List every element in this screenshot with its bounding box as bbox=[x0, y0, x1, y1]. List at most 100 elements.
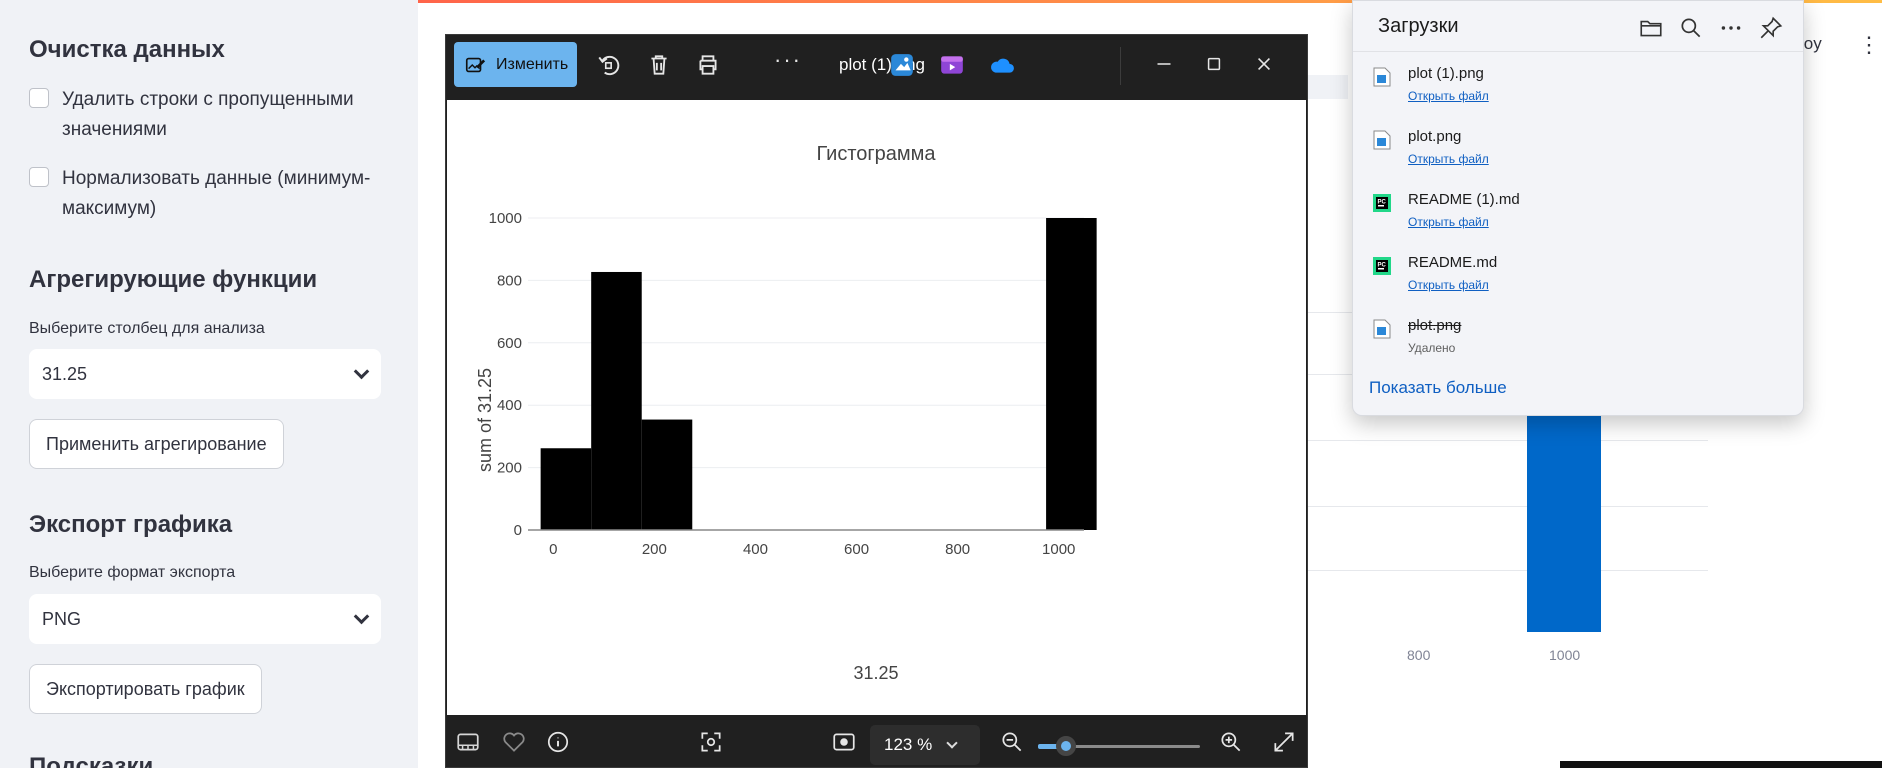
visual-search-icon[interactable] bbox=[698, 729, 724, 755]
photos-viewer-window: Изменить ··· plot (1).png bbox=[445, 34, 1308, 768]
background-gridline bbox=[1308, 440, 1708, 441]
download-item[interactable]: PC README.md Открыть файл bbox=[1373, 254, 1773, 304]
open-file-link[interactable]: Открыть файл bbox=[1408, 215, 1489, 229]
clipchamp-app-icon[interactable] bbox=[939, 52, 965, 78]
favorite-heart-icon[interactable] bbox=[501, 729, 527, 755]
delete-icon[interactable] bbox=[646, 52, 672, 78]
format-select-label: Выберите формат экспорта bbox=[29, 564, 236, 581]
histogram-chart: Гистограмма 31.25 sum of 31.25 0 200 400 60… bbox=[475, 143, 1097, 683]
zoom-slider-thumb[interactable] bbox=[1055, 736, 1076, 756]
download-file-name: plot (1).png bbox=[1408, 65, 1484, 82]
svg-text:PC: PC bbox=[1378, 263, 1387, 269]
zoom-slider-track[interactable] bbox=[1038, 745, 1200, 748]
minimize-icon[interactable] bbox=[1151, 51, 1177, 77]
actual-size-icon[interactable] bbox=[831, 729, 857, 755]
drop-na-checkbox[interactable] bbox=[29, 88, 49, 108]
x-tick-label: 400 bbox=[743, 541, 768, 558]
image-file-icon bbox=[1373, 319, 1391, 339]
download-file-name: README (1).md bbox=[1408, 191, 1520, 208]
deploy-button[interactable]: loy bbox=[1800, 34, 1822, 53]
y-tick-label: 800 bbox=[497, 272, 522, 289]
x-tick-label: 600 bbox=[844, 541, 869, 558]
download-file-name: plot.png bbox=[1408, 128, 1462, 145]
apply-aggregation-button[interactable]: Применить агрегирование bbox=[29, 419, 284, 469]
filmstrip-icon[interactable] bbox=[455, 729, 481, 755]
chevron-down-icon bbox=[353, 608, 370, 624]
drop-na-label: Удалить строки с пропущенными значениями bbox=[62, 89, 354, 140]
agg-heading: Агрегирующие функции bbox=[29, 266, 318, 293]
maximize-icon[interactable] bbox=[1201, 51, 1227, 77]
image-canvas: Гистограмма 31.25 sum of 31.25 0 200 400 60… bbox=[447, 100, 1306, 715]
file-info-icon[interactable] bbox=[545, 729, 571, 755]
x-tick-label: 1000 bbox=[1042, 541, 1075, 558]
photos-toolbar: Изменить ··· plot (1).png bbox=[446, 35, 1307, 100]
search-icon[interactable] bbox=[1678, 15, 1704, 41]
photos-editor-app-icon[interactable] bbox=[889, 52, 915, 78]
y-tick-label: 600 bbox=[497, 335, 522, 352]
column-select[interactable]: 31.25 bbox=[29, 349, 381, 399]
print-icon[interactable] bbox=[695, 52, 721, 78]
histogram-bar bbox=[1046, 218, 1097, 530]
export-chart-button[interactable]: Экспортировать график bbox=[29, 664, 262, 714]
onedrive-icon[interactable] bbox=[989, 52, 1015, 78]
close-icon[interactable] bbox=[1251, 51, 1277, 77]
zoom-out-icon[interactable] bbox=[999, 729, 1025, 755]
x-tick-label: 0 bbox=[549, 541, 557, 558]
image-file-icon bbox=[1373, 67, 1391, 87]
svg-text:PC: PC bbox=[1378, 200, 1387, 206]
rotate-icon[interactable] bbox=[596, 52, 622, 78]
open-file-link[interactable]: Открыть файл bbox=[1408, 278, 1489, 292]
download-file-name: plot.png bbox=[1408, 317, 1462, 334]
background-gridline bbox=[1308, 506, 1708, 507]
open-file-link[interactable]: Открыть файл bbox=[1408, 89, 1489, 103]
zoom-in-icon[interactable] bbox=[1218, 729, 1244, 755]
normalize-label: Нормализовать данные (минимум-максимум) bbox=[62, 168, 371, 219]
edit-image-icon bbox=[465, 57, 486, 72]
y-axis-title: sum of 31.25 bbox=[475, 368, 495, 472]
histogram-bar bbox=[641, 419, 693, 530]
drop-na-checkbox-row[interactable]: Удалить строки с пропущенными значениями bbox=[29, 85, 389, 145]
download-item[interactable]: plot.png Открыть файл bbox=[1373, 128, 1773, 178]
downloads-panel: Загрузки plot (1).png Открыть файл plot.… bbox=[1352, 0, 1804, 416]
fullscreen-icon[interactable] bbox=[1271, 729, 1297, 755]
zoom-level-value: 123 % bbox=[884, 735, 933, 754]
show-more-link[interactable]: Показать больше bbox=[1369, 378, 1507, 397]
open-folder-icon[interactable] bbox=[1638, 15, 1664, 41]
sidebar: Очистка данных Удалить строки с пропущен… bbox=[0, 0, 418, 768]
format-select[interactable]: PNG bbox=[29, 594, 381, 644]
y-tick-label: 400 bbox=[497, 397, 522, 414]
app-menu-icon[interactable]: ⋮ bbox=[1858, 32, 1880, 57]
x-tick-label: 200 bbox=[642, 541, 667, 558]
open-file-link[interactable]: Открыть файл bbox=[1408, 152, 1489, 166]
background-chart-band bbox=[1308, 75, 1348, 99]
edit-image-button[interactable]: Изменить bbox=[454, 42, 577, 87]
toolbar-separator bbox=[1120, 47, 1121, 85]
download-item[interactable]: PC README (1).md Открыть файл bbox=[1373, 191, 1773, 241]
pin-icon[interactable] bbox=[1758, 15, 1784, 41]
normalize-checkbox-row[interactable]: Нормализовать данные (минимум-максимум) bbox=[29, 164, 389, 224]
pycharm-file-icon: PC bbox=[1373, 194, 1391, 212]
background-chart-bar bbox=[1527, 410, 1601, 632]
photos-bottom-bar: 123 % bbox=[446, 717, 1307, 768]
background-dark-strip bbox=[1560, 761, 1882, 768]
download-file-name: README.md bbox=[1408, 254, 1498, 271]
pycharm-file-icon: PC bbox=[1373, 257, 1391, 275]
chart-title: Гистограмма bbox=[816, 143, 936, 165]
x-tick-label: 800 bbox=[945, 541, 970, 558]
chevron-down-icon bbox=[946, 736, 958, 749]
more-options-icon[interactable] bbox=[1718, 15, 1744, 41]
more-options-icon[interactable]: ··· bbox=[774, 47, 802, 72]
histogram-bar bbox=[591, 271, 642, 530]
histogram-bar bbox=[540, 448, 592, 530]
background-x-tick: 800 bbox=[1407, 647, 1431, 663]
download-item-deleted[interactable]: plot.png Удалено bbox=[1373, 317, 1773, 367]
download-item[interactable]: plot (1).png Открыть файл bbox=[1373, 65, 1773, 115]
zoom-slider-fill bbox=[1038, 744, 1066, 749]
zoom-level-dropdown[interactable]: 123 % bbox=[870, 725, 980, 765]
x-axis-title: 31.25 bbox=[853, 663, 898, 683]
format-select-value: PNG bbox=[42, 608, 82, 629]
image-file-icon bbox=[1373, 130, 1391, 150]
hints-heading: Подсказки bbox=[29, 753, 154, 768]
normalize-checkbox[interactable] bbox=[29, 167, 49, 187]
downloads-title: Загрузки bbox=[1378, 15, 1459, 37]
